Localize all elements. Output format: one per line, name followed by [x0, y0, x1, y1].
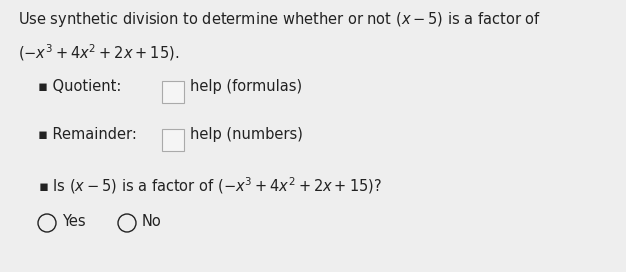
- Text: help (formulas): help (formulas): [190, 79, 302, 94]
- Circle shape: [38, 214, 56, 232]
- Text: Use synthetic division to determine whether or not $(x-5)$ is a factor of: Use synthetic division to determine whet…: [18, 10, 541, 29]
- Text: help (numbers): help (numbers): [190, 127, 303, 142]
- Text: Yes: Yes: [62, 214, 86, 229]
- FancyBboxPatch shape: [162, 81, 184, 103]
- Text: $(-x^3+4x^2+2x+15)$.: $(-x^3+4x^2+2x+15)$.: [18, 42, 179, 63]
- Text: ▪ Remainder:: ▪ Remainder:: [38, 127, 137, 142]
- Text: No: No: [142, 214, 162, 229]
- Text: ▪ Quotient:: ▪ Quotient:: [38, 79, 121, 94]
- Circle shape: [118, 214, 136, 232]
- Text: ▪ Is $(x-5)$ is a factor of $(-x^3+4x^2+2x+15)$?: ▪ Is $(x-5)$ is a factor of $(-x^3+4x^2+…: [38, 175, 382, 196]
- FancyBboxPatch shape: [162, 129, 184, 151]
